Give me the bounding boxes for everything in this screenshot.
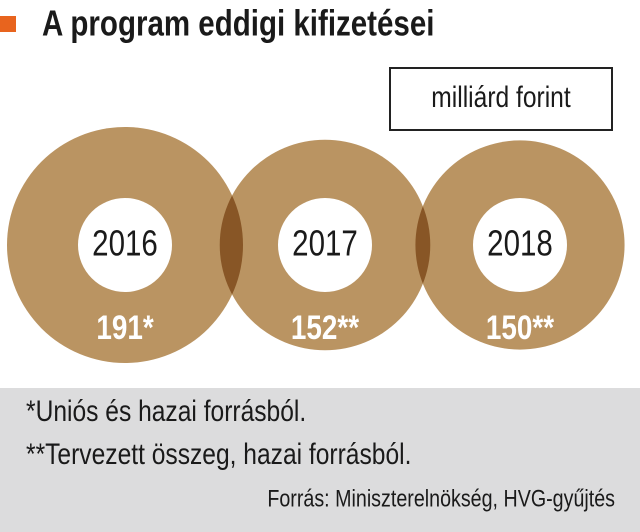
value-label: 150**	[486, 308, 555, 346]
footnote: **Tervezett összeg, hazai forrásból.	[26, 437, 411, 471]
unit-box	[389, 67, 613, 131]
title-marker	[0, 16, 16, 32]
bubble-hole	[278, 198, 372, 292]
year-label: 2018	[487, 223, 553, 263]
year-label: 2016	[92, 223, 158, 263]
value-label: 191*	[96, 308, 154, 346]
value-label: 152**	[291, 308, 360, 346]
footnote-panel	[0, 388, 640, 532]
bubble-hole	[78, 198, 172, 292]
chart-title: A program eddigi kifizetései	[42, 3, 434, 43]
year-label: 2017	[292, 223, 358, 263]
unit-label: milliárd forint	[431, 80, 571, 114]
source: Forrás: Miniszterelnökség, HVG-gyűjtés	[267, 484, 615, 511]
bubble-hole	[473, 198, 567, 292]
labels: A program eddigi kifizetései milliárd for…	[26, 3, 615, 512]
footnote: *Uniós és hazai forrásból.	[26, 394, 306, 428]
